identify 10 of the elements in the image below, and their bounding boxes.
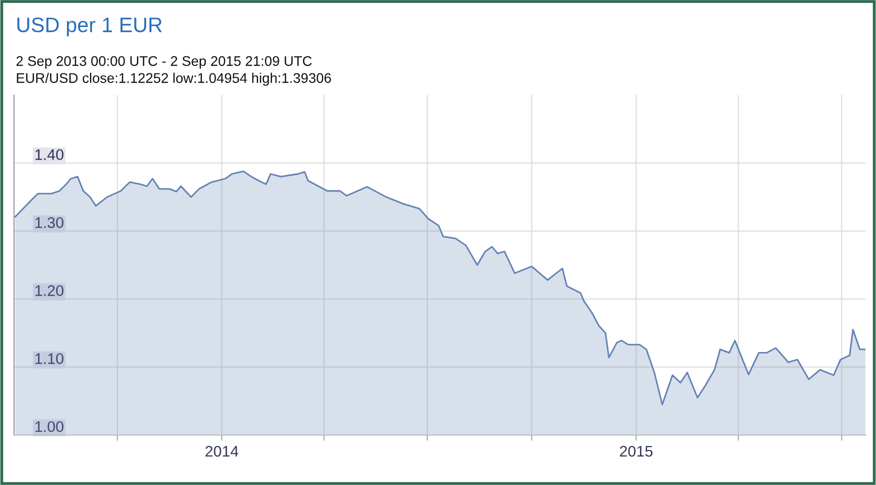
text: EUR/USD close:1.12252 low:1.04954 high:1.39306 — [16, 72, 331, 86]
x-tick-label: 2014 — [206, 446, 238, 457]
y-tick-label: 1.40 — [35, 149, 64, 160]
y-tick-label: 1.10 — [35, 353, 64, 364]
chart-title: USD per 1 EUR — [17, 18, 162, 36]
chart-subtitle: 2 Sep 2013 00:00 UTC - 2 Sep 2015 21:09 UTC — [16, 56, 312, 69]
y-tick-label: 1.20 — [35, 285, 64, 296]
y-tick-label: 1.30 — [35, 217, 64, 228]
x-tick-label: 2015 — [620, 446, 653, 457]
y-tick-label: 1.00 — [35, 421, 64, 432]
